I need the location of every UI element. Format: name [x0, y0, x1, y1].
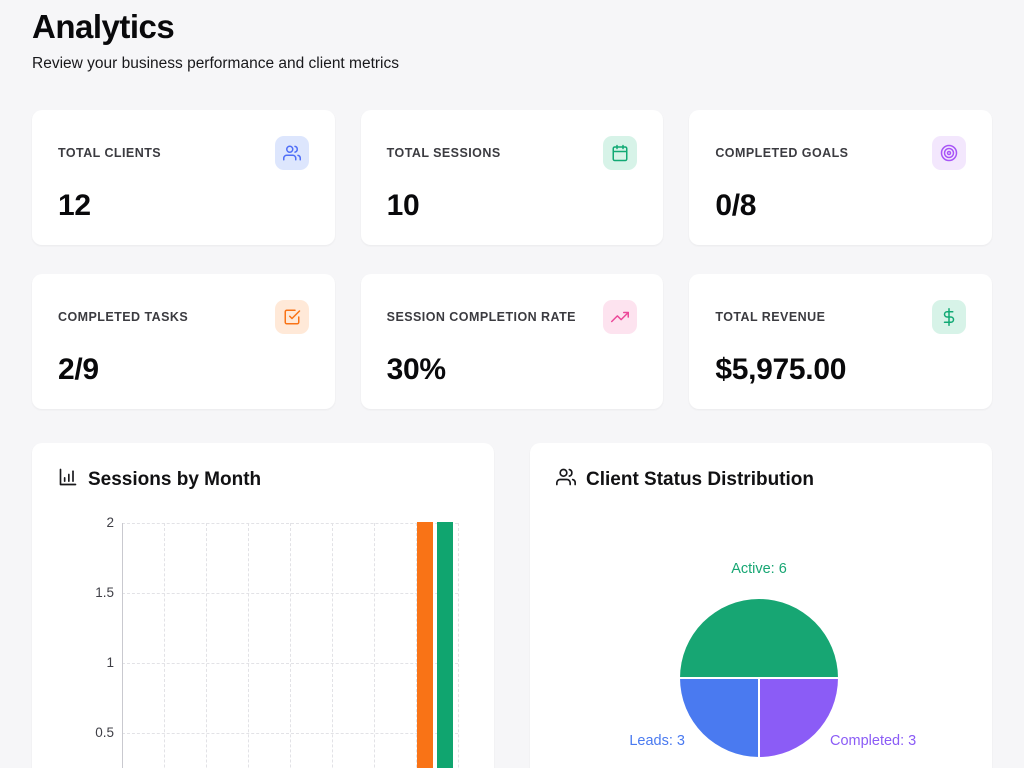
- y-axis-line: [122, 523, 123, 768]
- bar-chart-icon: [58, 467, 78, 493]
- page-subtitle: Review your business performance and cli…: [32, 55, 399, 72]
- sessions-by-month-card: Sessions by Month 2 1.5 1 0.5: [32, 443, 494, 768]
- stat-value-session-completion-rate: 30%: [386, 353, 446, 386]
- target-icon: [931, 136, 966, 170]
- pie-label-completed: Completed: 3: [830, 733, 917, 749]
- stat-card-completed-tasks: COMPLETED TASKS 2/9: [32, 274, 335, 409]
- gridline: [458, 523, 459, 768]
- stat-card-total-clients: TOTAL CLIENTS 12: [32, 110, 335, 245]
- stat-value-total-sessions: 10: [386, 189, 420, 222]
- stat-label-completed-tasks: COMPLETED TASKS: [58, 310, 189, 324]
- gridline: [416, 523, 417, 768]
- stat-value-completed-tasks: 2/9: [58, 353, 99, 386]
- stat-label-total-revenue: TOTAL REVENUE: [715, 310, 826, 324]
- pie-label-active: Active: 6: [731, 561, 787, 577]
- bar-sessions-orange: [417, 522, 433, 768]
- calendar-icon: [603, 136, 638, 170]
- users-icon: [274, 136, 309, 170]
- stat-value-total-clients: 12: [58, 189, 91, 222]
- gridline: [248, 523, 249, 768]
- users-icon: [556, 467, 576, 493]
- bar-sessions-green: [437, 522, 453, 768]
- dollar-icon: [931, 300, 966, 334]
- gridline: [332, 523, 333, 768]
- stat-card-total-sessions: TOTAL SESSIONS 10: [360, 110, 664, 245]
- stat-card-completed-goals: COMPLETED GOALS 0/8: [689, 110, 992, 245]
- y-axis-tick: 0.5: [95, 725, 114, 740]
- pie-label-leads: Leads: 3: [629, 733, 685, 749]
- stat-label-total-clients: TOTAL CLIENTS: [58, 146, 162, 160]
- status-chart-title: Client Status Distribution: [586, 469, 814, 490]
- gridline: [206, 523, 207, 768]
- gridline: [164, 523, 165, 768]
- stat-card-session-completion-rate: SESSION COMPLETION RATE 30%: [360, 274, 664, 409]
- gridline: [374, 523, 375, 768]
- stat-label-completed-goals: COMPLETED GOALS: [715, 146, 849, 160]
- stat-label-total-sessions: TOTAL SESSIONS: [386, 146, 501, 160]
- gridline: [290, 523, 291, 768]
- stat-label-session-completion-rate: SESSION COMPLETION RATE: [386, 310, 576, 324]
- y-axis-tick: 1: [106, 655, 114, 670]
- stat-value-completed-goals: 0/8: [715, 189, 757, 222]
- sessions-chart-title: Sessions by Month: [88, 469, 262, 490]
- stats-grid: TOTAL CLIENTS 12 TOTAL SESSIONS 10 COMPL…: [32, 110, 992, 409]
- y-axis-tick: 2: [106, 515, 114, 530]
- y-axis-tick: 1.5: [95, 585, 114, 600]
- check-square-icon: [274, 300, 309, 334]
- trending-up-icon: [603, 300, 638, 334]
- page-title: Analytics: [32, 8, 175, 45]
- stat-card-total-revenue: TOTAL REVENUE $5,975.00: [689, 274, 992, 409]
- client-status-distribution-card: Client Status Distribution Active: 6 Lea…: [530, 443, 992, 768]
- pie-slice-divider: [758, 678, 760, 757]
- charts-grid: Sessions by Month 2 1.5 1 0.5: [32, 443, 992, 768]
- stat-value-total-revenue: $5,975.00: [715, 353, 847, 386]
